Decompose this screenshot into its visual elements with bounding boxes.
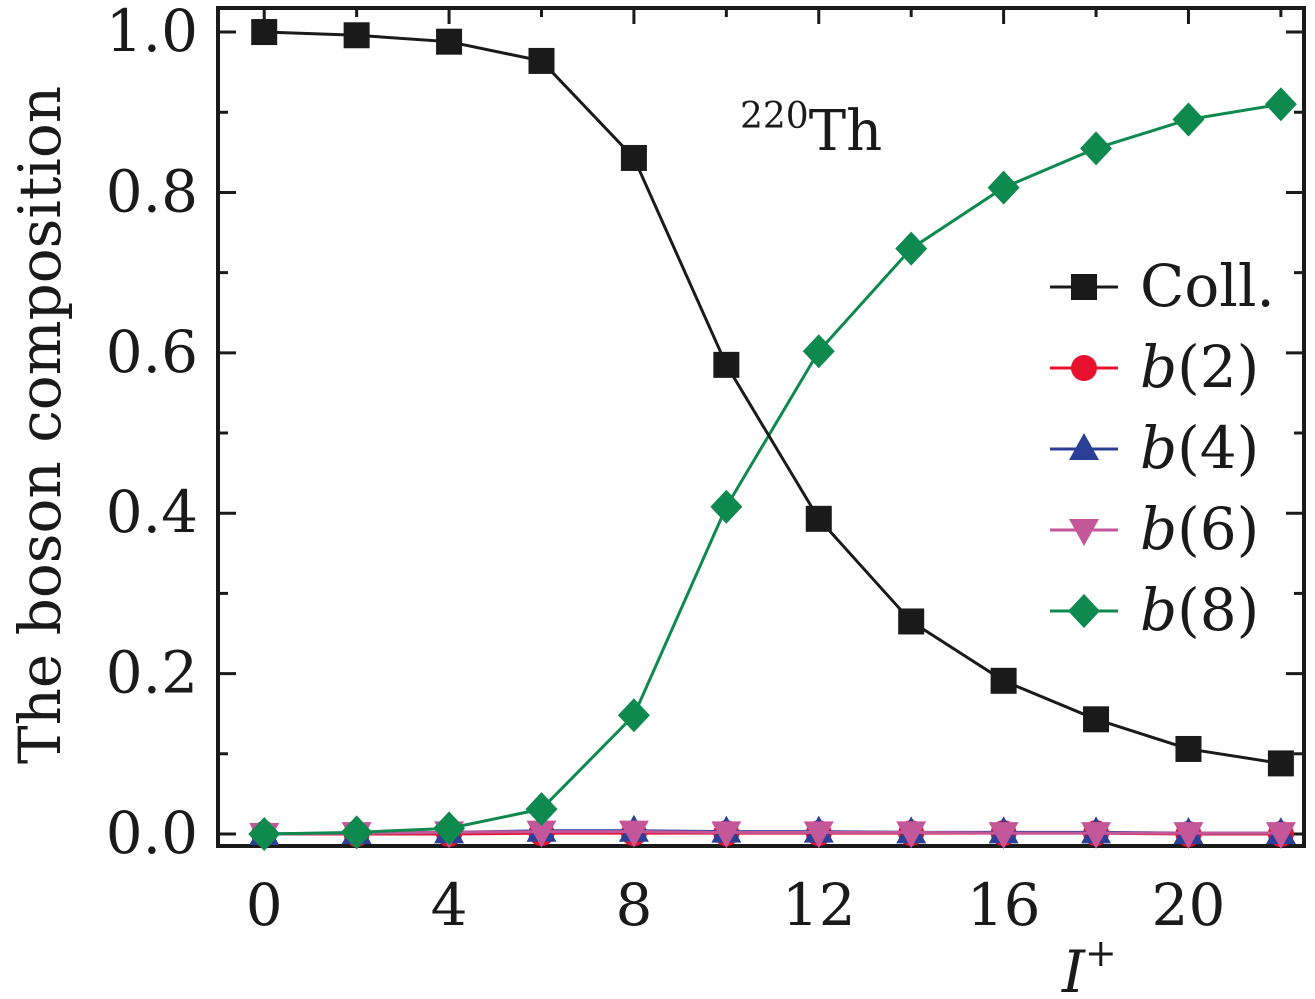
series-line xyxy=(264,102,1282,836)
data-point xyxy=(1265,822,1296,850)
plot-frame xyxy=(216,6,1306,848)
data-point xyxy=(713,351,740,378)
x-axis-label-text: I xyxy=(1061,938,1086,999)
series-line xyxy=(264,830,1281,836)
data-point xyxy=(896,821,927,849)
annotation-text: Th xyxy=(809,99,882,164)
legend-marker xyxy=(1071,274,1097,300)
data-point xyxy=(433,811,466,846)
series-square xyxy=(251,19,1294,777)
data-point xyxy=(617,698,650,733)
data-point xyxy=(620,144,647,171)
y-tick-label: 0.2 xyxy=(106,639,198,707)
data-point xyxy=(802,334,835,369)
data-point xyxy=(1172,102,1205,137)
data-point xyxy=(251,19,278,46)
legend-label-name: Coll. xyxy=(1140,252,1275,320)
legend-marker xyxy=(1069,433,1099,460)
data-point xyxy=(898,608,925,635)
data-point xyxy=(987,170,1020,205)
legend-label-suffix: (4) xyxy=(1177,414,1259,482)
legend-label: Coll. xyxy=(1140,252,1275,320)
data-point xyxy=(525,792,558,827)
legend-label-suffix: (2) xyxy=(1177,333,1259,401)
data-point xyxy=(528,47,555,74)
y-tick-label: 0.4 xyxy=(106,478,198,546)
legend-label: b(2) xyxy=(1140,333,1259,401)
series-layer xyxy=(248,19,1297,851)
legend-marker xyxy=(1069,519,1099,546)
y-tick-label: 0.6 xyxy=(106,318,198,386)
data-point xyxy=(1264,87,1297,122)
x-tick-label: 0 xyxy=(246,871,283,939)
data-point xyxy=(710,489,743,524)
legend-marker xyxy=(1071,355,1097,381)
data-point xyxy=(526,820,557,848)
legend-entry: Coll. xyxy=(1050,252,1275,320)
y-tick-label: 1.0 xyxy=(106,0,198,65)
data-point xyxy=(1175,735,1202,762)
axes: 0 4 8 12 16 20 0.0 0.2 0.4 0.6 0.8 1.0 xyxy=(106,0,1306,939)
data-point xyxy=(1080,131,1113,166)
legend-entry: b(8) xyxy=(1050,576,1259,644)
x-tick-label: 16 xyxy=(967,871,1041,939)
legend-label-name: b xyxy=(1140,414,1177,482)
legend-entry: b(2) xyxy=(1050,333,1259,401)
x-tick-label: 4 xyxy=(431,871,468,939)
x-tick-label: 12 xyxy=(782,871,856,939)
data-point xyxy=(343,22,370,49)
data-point xyxy=(1081,822,1112,850)
data-point xyxy=(803,821,834,849)
data-point xyxy=(988,822,1019,850)
data-point xyxy=(1267,750,1294,777)
x-axis-label-superscript: + xyxy=(1085,931,1117,975)
y-tick-label: 0.0 xyxy=(106,799,198,867)
series-diamond xyxy=(248,87,1297,851)
x-tick-label: 20 xyxy=(1152,871,1226,939)
data-point xyxy=(990,667,1017,694)
legend-entry: b(6) xyxy=(1050,495,1259,563)
annotation-superscript: 220 xyxy=(740,96,809,137)
data-point xyxy=(895,231,928,266)
data-point xyxy=(805,505,832,532)
data-point xyxy=(618,820,649,848)
data-point xyxy=(248,816,281,851)
data-point xyxy=(1173,822,1204,850)
x-axis-label: I+ xyxy=(1061,931,1117,999)
data-point xyxy=(436,28,463,55)
legend-marker xyxy=(1068,594,1100,628)
y-axis-label: The boson composition xyxy=(6,86,74,764)
legend-label-suffix: (8) xyxy=(1177,576,1259,644)
y-tick-label: 0.8 xyxy=(106,157,198,225)
data-point xyxy=(340,815,373,850)
series-line xyxy=(264,30,1282,765)
legend-label: b(6) xyxy=(1140,495,1259,563)
legend-label-name: b xyxy=(1140,495,1177,563)
legend-label-name: b xyxy=(1140,333,1177,401)
legend-label: b(8) xyxy=(1140,576,1259,644)
annotation-label: 220Th xyxy=(740,96,882,164)
legend-label: b(4) xyxy=(1140,414,1259,482)
x-tick-label: 8 xyxy=(615,871,652,939)
legend-entry: b(4) xyxy=(1050,414,1259,482)
legend: Coll.b(2)b(4)b(6)b(8) xyxy=(1050,252,1275,644)
data-point xyxy=(711,821,742,849)
data-point xyxy=(1083,706,1110,733)
legend-label-suffix: (6) xyxy=(1177,495,1259,563)
legend-label-name: b xyxy=(1140,576,1177,644)
